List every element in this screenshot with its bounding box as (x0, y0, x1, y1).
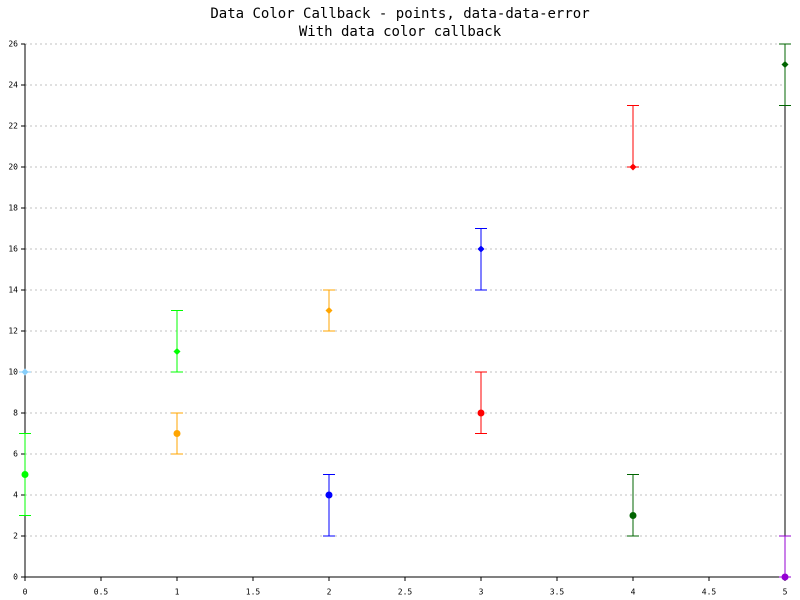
x-tick-label: 0 (23, 588, 28, 597)
y-tick-label: 0 (13, 573, 18, 582)
y-tick-label: 14 (8, 286, 18, 295)
point (325, 491, 333, 499)
x-tick-label: 3.5 (550, 588, 565, 597)
x-tick-label: 2.5 (398, 588, 413, 597)
y-tick-label: 16 (8, 245, 18, 254)
x-tick-label: 4 (631, 588, 636, 597)
point (325, 307, 333, 314)
y-tick-label: 2 (13, 532, 18, 541)
chart-subtitle: With data color callback (299, 24, 502, 40)
y-tick-label: 18 (8, 204, 18, 213)
point (629, 512, 637, 519)
y-tick-label: 6 (13, 450, 18, 459)
point (173, 430, 181, 437)
y-tick-label: 12 (8, 327, 18, 336)
y-tick-label: 4 (13, 491, 18, 500)
y-tick-label: 8 (13, 409, 18, 418)
x-tick-label: 1 (175, 588, 180, 597)
chart-title: Data Color Callback - points, data-data-… (210, 6, 589, 22)
x-tick-label: 1.5 (246, 588, 261, 597)
point (629, 163, 637, 171)
y-tick-label: 26 (8, 40, 18, 49)
point (477, 245, 485, 253)
point (781, 61, 789, 68)
y-tick-label: 22 (8, 122, 18, 131)
x-tick-label: 2 (327, 588, 332, 597)
point (173, 348, 181, 355)
x-tick-label: 3 (479, 588, 484, 597)
y-tick-label: 24 (8, 81, 18, 90)
y-tick-label: 20 (8, 163, 18, 172)
x-tick-label: 5 (783, 588, 788, 597)
point (781, 573, 789, 581)
point (21, 471, 29, 478)
point (21, 368, 29, 376)
x-tick-label: 0.5 (94, 588, 109, 597)
y-tick-label: 10 (8, 368, 18, 377)
x-tick-label: 4.5 (702, 588, 717, 597)
point (477, 409, 485, 417)
